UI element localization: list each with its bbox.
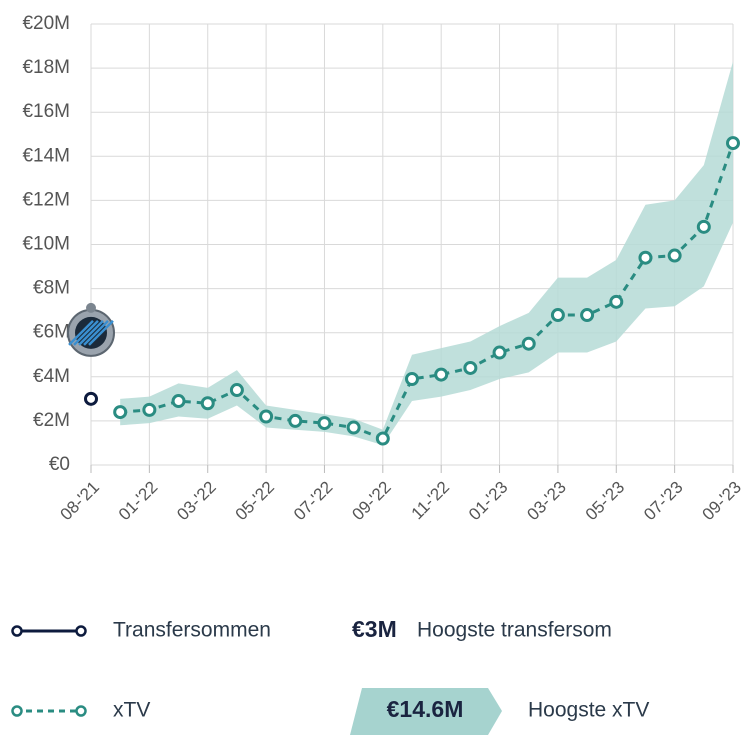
y-tick-label: €12M bbox=[22, 189, 70, 210]
y-tick-label: €18M bbox=[22, 57, 70, 78]
y-tick-label: €14M bbox=[22, 145, 70, 166]
logo-top bbox=[86, 302, 96, 313]
club-logo bbox=[67, 302, 115, 357]
legend-label: xTV bbox=[113, 699, 150, 722]
y-tick-label: €0 bbox=[49, 454, 70, 475]
data-point bbox=[463, 360, 478, 375]
legend-dot bbox=[75, 625, 87, 637]
data-point bbox=[84, 391, 98, 406]
data-point bbox=[200, 396, 215, 411]
data-point bbox=[434, 367, 449, 382]
data-point bbox=[288, 413, 303, 428]
summary-label: Hoogste transfersom bbox=[417, 619, 612, 642]
y-tick-label: €20M bbox=[22, 13, 70, 34]
x-tick-label: 08-'21 bbox=[57, 478, 103, 524]
data-point bbox=[229, 383, 244, 398]
summary-value: €3M bbox=[352, 616, 397, 642]
data-point bbox=[580, 308, 595, 323]
x-tick-label: 11-'22 bbox=[408, 478, 454, 524]
x-tick-label: 07-'22 bbox=[290, 478, 336, 524]
data-point bbox=[259, 409, 274, 424]
x-tick-label: 09-'22 bbox=[348, 478, 394, 524]
data-point bbox=[609, 294, 624, 309]
data-point bbox=[405, 372, 419, 387]
logo-stripe bbox=[73, 319, 99, 346]
summary-value: €14.6M bbox=[387, 696, 464, 722]
x-tick-label: 07-'23 bbox=[640, 478, 686, 524]
x-tick-label: 03-'23 bbox=[523, 478, 569, 524]
logo-stripe bbox=[78, 319, 104, 346]
x-tick-label: 01-'23 bbox=[465, 478, 511, 524]
logo-stripe bbox=[83, 319, 109, 346]
data-point bbox=[317, 416, 332, 431]
y-tick-label: €2M bbox=[33, 410, 70, 431]
data-point bbox=[492, 345, 507, 360]
data-point bbox=[696, 219, 711, 234]
x-tick-label: 01-'22 bbox=[115, 478, 161, 524]
data-point bbox=[726, 136, 740, 151]
data-point bbox=[521, 336, 536, 351]
data-point bbox=[550, 308, 565, 323]
legend-dot bbox=[75, 705, 87, 717]
y-tick-label: €4M bbox=[33, 366, 70, 387]
data-point bbox=[638, 250, 653, 265]
y-tick-label: €16M bbox=[22, 101, 70, 122]
x-tick-label: 09-'23 bbox=[699, 478, 745, 524]
x-tick-label: 03-'22 bbox=[173, 478, 219, 524]
data-point bbox=[171, 394, 186, 409]
summary-badge bbox=[350, 688, 502, 735]
summary-label: Hoogste xTV bbox=[528, 699, 649, 722]
x-tick-label: 05-'22 bbox=[232, 478, 278, 524]
y-tick-label: €10M bbox=[22, 234, 70, 255]
y-tick-label: €6M bbox=[33, 322, 70, 343]
series-line bbox=[120, 142, 735, 441]
data-point bbox=[667, 248, 682, 263]
data-point bbox=[113, 405, 128, 420]
logo-stripe bbox=[88, 319, 114, 346]
data-point bbox=[375, 431, 390, 446]
legend-label: Transfersommen bbox=[113, 619, 271, 642]
y-tick-label: €8M bbox=[33, 278, 70, 299]
data-point bbox=[346, 420, 361, 435]
legend-dot bbox=[11, 625, 23, 637]
plot-area: €0 €2M €4M €6M €8M €10M €12M €14M €16M €18M €20M 08… bbox=[22, 13, 745, 524]
x-tick-label: 05-'23 bbox=[582, 478, 628, 524]
data-point bbox=[142, 402, 157, 417]
logo-stripe bbox=[68, 319, 94, 346]
legend-dot bbox=[11, 705, 23, 717]
confidence-band bbox=[120, 61, 733, 446]
